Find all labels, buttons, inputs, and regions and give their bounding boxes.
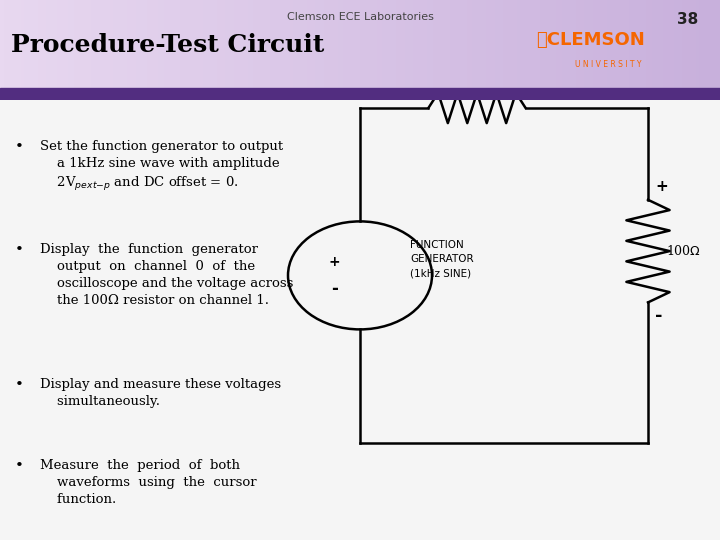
Text: •: •: [14, 378, 23, 392]
Text: Display and measure these voltages
    simultaneously.: Display and measure these voltages simul…: [40, 378, 281, 408]
Text: Set the function generator to output
    a 1kHz sine wave with amplitude
    2V$: Set the function generator to output a 1…: [40, 140, 283, 193]
Text: Clemson ECE Laboratories: Clemson ECE Laboratories: [287, 12, 433, 22]
Text: Display  the  function  generator
    output  on  channel  0  of  the
    oscill: Display the function generator output on…: [40, 243, 293, 307]
Text: 38: 38: [677, 12, 698, 27]
Text: Procedure-Test Circuit: Procedure-Test Circuit: [11, 33, 324, 57]
Text: +: +: [655, 179, 668, 194]
Text: •: •: [14, 43, 23, 57]
Text: •: •: [14, 459, 23, 473]
Text: -: -: [655, 307, 662, 325]
Text: Connect the voltage divider circuit
    shown in figure.: Connect the voltage divider circuit show…: [40, 43, 273, 73]
Text: •: •: [14, 243, 23, 257]
Bar: [0, 88, 720, 100]
Text: 🐾CLEMSON: 🐾CLEMSON: [536, 31, 645, 49]
Text: •: •: [14, 140, 23, 154]
Text: +: +: [329, 255, 341, 269]
Text: -: -: [331, 280, 338, 298]
Text: 1k$\Omega$: 1k$\Omega$: [464, 64, 490, 78]
Text: Measure  the  period  of  both
    waveforms  using  the  cursor
    function.: Measure the period of both waveforms usi…: [40, 459, 256, 506]
Text: FUNCTION
GENERATOR
(1kHz SINE): FUNCTION GENERATOR (1kHz SINE): [410, 240, 474, 278]
Text: U N I V E R S I T Y: U N I V E R S I T Y: [575, 60, 642, 70]
Text: 100$\Omega$: 100$\Omega$: [666, 244, 701, 258]
